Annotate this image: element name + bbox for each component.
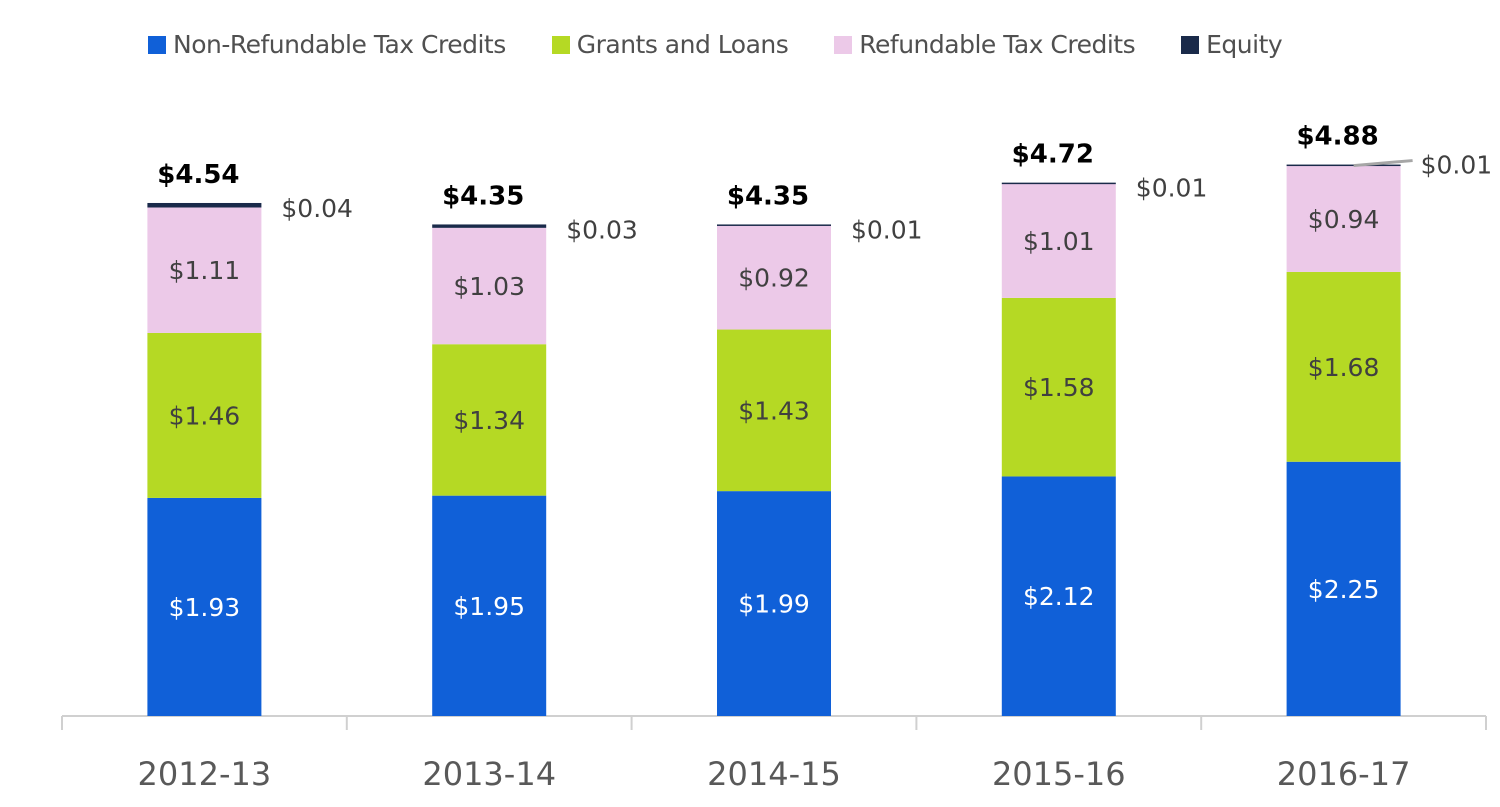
bar-segment-grants-and-loans bbox=[432, 344, 547, 496]
total-label: $4.88 bbox=[1296, 122, 1378, 152]
data-label: $1.93 bbox=[169, 593, 241, 622]
legend-swatch bbox=[148, 35, 166, 54]
data-label: $1.34 bbox=[453, 406, 525, 435]
total-label: $4.54 bbox=[157, 160, 239, 190]
leader-line bbox=[1353, 159, 1413, 168]
equity-data-label: $0.03 bbox=[566, 215, 638, 244]
legend-item-non-refundable: Non-Refundable Tax Credits bbox=[148, 30, 506, 59]
data-label: $1.99 bbox=[738, 590, 810, 619]
bar-segment-equity bbox=[432, 224, 547, 228]
bar-segment-grants-and-loans bbox=[1001, 297, 1116, 477]
legend-label: Equity bbox=[1206, 30, 1283, 59]
bar-segment-equity bbox=[1286, 164, 1401, 167]
bar-segment-refundable-tax-credits bbox=[1001, 183, 1116, 298]
legend-label: Non-Refundable Tax Credits bbox=[173, 30, 506, 59]
bar-segment-equity bbox=[1001, 182, 1116, 185]
bar-segment-grants-and-loans bbox=[147, 332, 262, 498]
legend-label: Refundable Tax Credits bbox=[859, 30, 1136, 59]
data-label: $1.11 bbox=[169, 256, 241, 285]
bar-segment-grants-and-loans bbox=[1286, 271, 1401, 462]
equity-data-label: $0.01 bbox=[1136, 174, 1208, 203]
data-label: $1.58 bbox=[1023, 373, 1095, 402]
legend-item-grants: Grants and Loans bbox=[551, 30, 789, 59]
data-label: $1.43 bbox=[738, 396, 810, 425]
total-label: $4.35 bbox=[442, 181, 524, 211]
data-label: $1.68 bbox=[1308, 353, 1380, 382]
bar-segment-grants-and-loans bbox=[717, 329, 831, 492]
data-label: $1.95 bbox=[453, 592, 525, 621]
equity-data-label: $0.04 bbox=[281, 194, 353, 223]
x-tick-label: 2012-13 bbox=[138, 755, 272, 793]
legend-swatch bbox=[834, 35, 853, 54]
legend-swatch bbox=[551, 35, 570, 54]
legend-swatch bbox=[1181, 35, 1200, 54]
equity-data-label: $0.01 bbox=[1421, 151, 1493, 180]
x-tick-label: 2015-16 bbox=[992, 755, 1126, 793]
data-label: $0.92 bbox=[738, 264, 810, 293]
bar-segment-non-refundable-tax-credits bbox=[432, 495, 547, 716]
bar-segment-refundable-tax-credits bbox=[1286, 165, 1401, 272]
bar-segment-refundable-tax-credits bbox=[432, 227, 547, 345]
bar-segment-non-refundable-tax-credits bbox=[1286, 461, 1401, 716]
legend: Non-Refundable Tax Credits Grants and Lo… bbox=[148, 30, 1328, 59]
bar-segment-equity bbox=[147, 202, 262, 208]
total-label: $4.72 bbox=[1012, 140, 1094, 170]
legend-label: Grants and Loans bbox=[576, 30, 789, 59]
bar-segment-non-refundable-tax-credits bbox=[717, 491, 831, 716]
x-tick-label: 2013-14 bbox=[422, 755, 556, 793]
data-label: $1.03 bbox=[453, 272, 525, 301]
data-label: $1.46 bbox=[169, 401, 241, 430]
data-label: $2.25 bbox=[1308, 575, 1380, 604]
x-tick-label: 2014-15 bbox=[707, 755, 841, 793]
bar-segment-non-refundable-tax-credits bbox=[1001, 476, 1116, 716]
bar-segment-refundable-tax-credits bbox=[717, 225, 831, 330]
data-label: $0.94 bbox=[1308, 205, 1380, 234]
legend-item-refundable: Refundable Tax Credits bbox=[834, 30, 1136, 59]
data-label: $1.01 bbox=[1023, 227, 1095, 256]
bar-segment-non-refundable-tax-credits bbox=[147, 497, 262, 716]
bar-segment-equity bbox=[717, 224, 831, 226]
legend-item-equity: Equity bbox=[1181, 30, 1283, 59]
bar-segment-refundable-tax-credits bbox=[147, 207, 262, 333]
x-tick-label: 2016-17 bbox=[1277, 755, 1411, 793]
total-label: $4.35 bbox=[727, 181, 809, 211]
data-label: $2.12 bbox=[1023, 582, 1095, 611]
equity-data-label: $0.01 bbox=[851, 215, 923, 244]
